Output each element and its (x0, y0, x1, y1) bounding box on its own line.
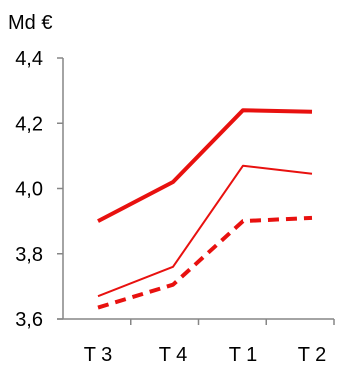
series-line-1 (97, 108, 313, 223)
x-tick-label: T 3 (84, 344, 113, 365)
x-tick-label: T 2 (298, 344, 327, 365)
y-tick-label: 4,2 (15, 113, 43, 135)
x-tick-label: T 4 (159, 344, 188, 365)
y-tick-label: 3,6 (15, 309, 43, 331)
tick-labels: 3,6 3,8 4,0 4,2 4,4 T 3 T 4 T 1 T 2 (15, 48, 326, 365)
y-axis-unit-label: Md € (8, 12, 52, 34)
y-tick-label: 4,0 (15, 179, 43, 201)
series-line-2 (97, 164, 313, 298)
y-tick-label: 4,4 (15, 48, 43, 70)
y-tick-label: 3,8 (15, 244, 43, 266)
series-lines (97, 108, 313, 310)
axes (57, 57, 335, 325)
x-tick-label: T 1 (229, 344, 258, 365)
series-line-3 (97, 215, 313, 310)
